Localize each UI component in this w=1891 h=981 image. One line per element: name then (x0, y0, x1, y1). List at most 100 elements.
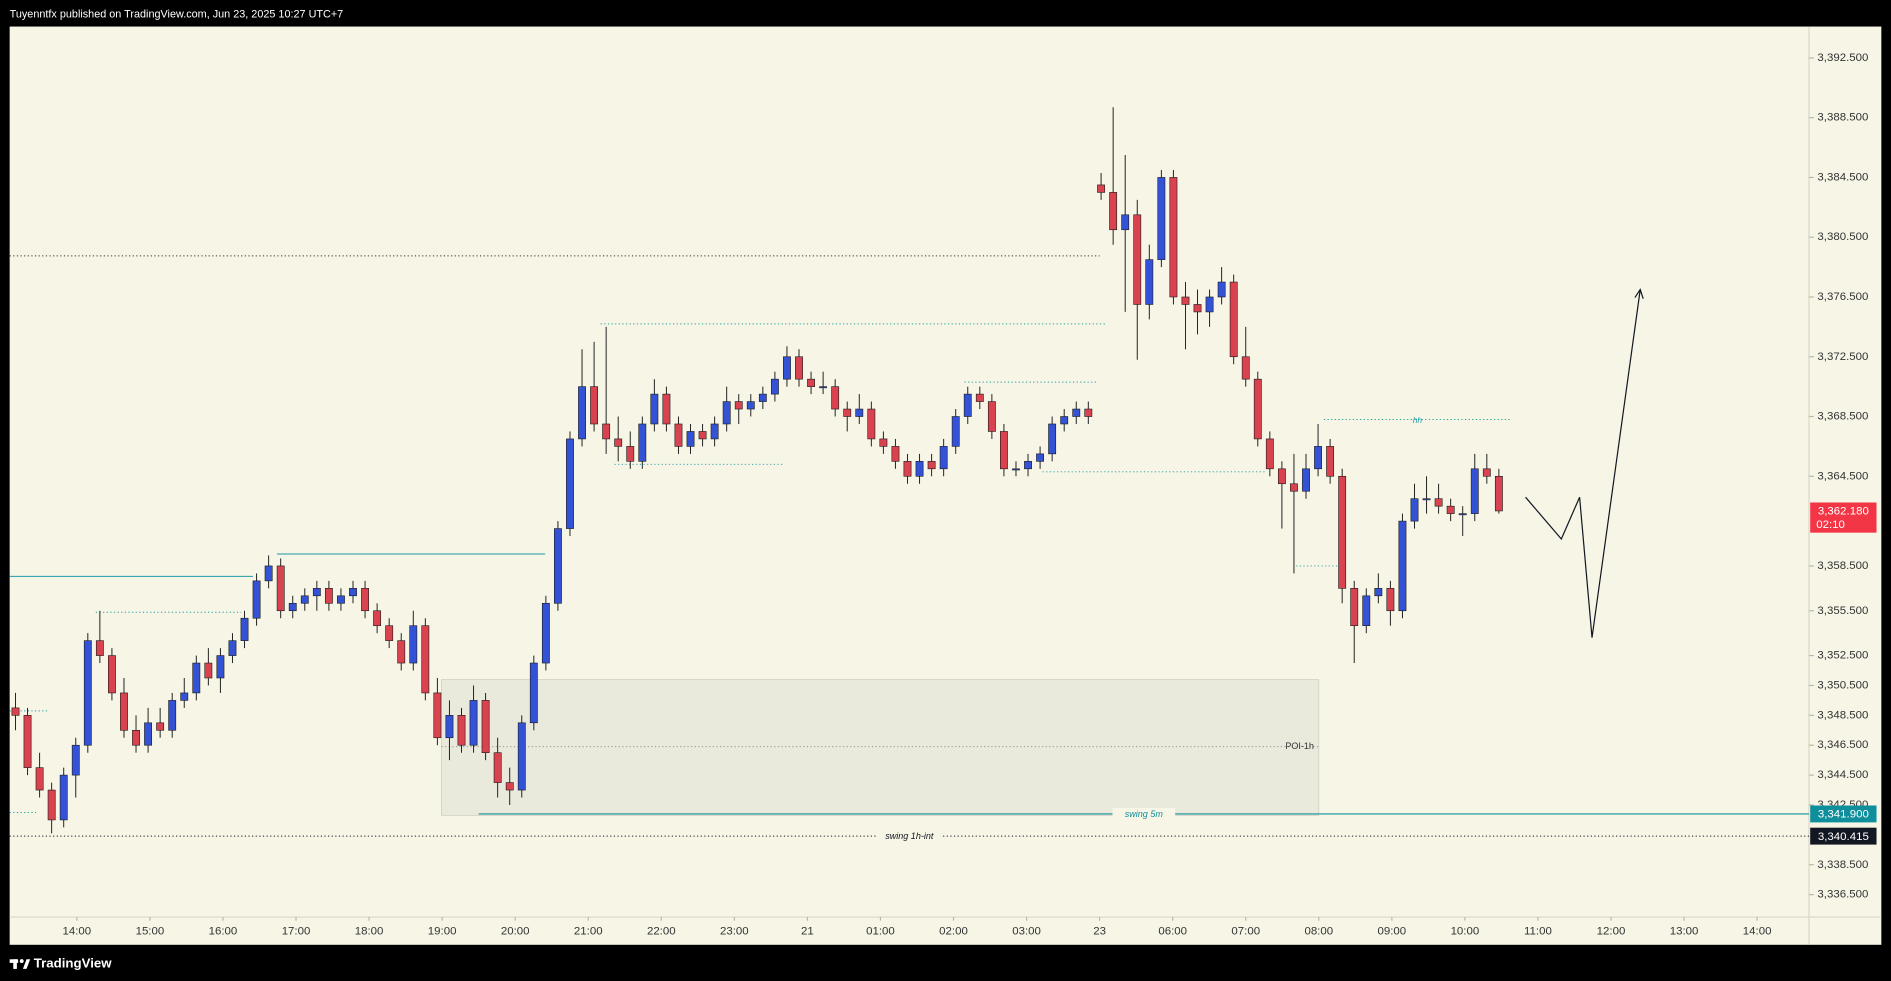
candle-body (1133, 214, 1142, 305)
candles (11, 107, 1503, 834)
candle-body (168, 700, 177, 731)
candle-body (819, 386, 828, 389)
candle-body (1145, 259, 1154, 305)
last-price-label: 3,362.180 (1818, 506, 1869, 518)
candle-body (770, 378, 779, 395)
candle-body (228, 640, 237, 656)
footer-logo (9, 959, 31, 969)
candle-body (590, 386, 599, 425)
candle-body (1121, 214, 1130, 231)
candle-body (457, 715, 466, 746)
candle-body (1157, 177, 1166, 260)
candle-body (1012, 468, 1020, 471)
candle-body (1277, 468, 1286, 485)
candle-body (1386, 588, 1395, 612)
x-tick-label: 19:00 (428, 926, 457, 938)
last-price-badge (1810, 502, 1877, 533)
candle-body (554, 528, 562, 604)
candle-body (1398, 520, 1407, 612)
y-tick-label: 3,376.500 (1817, 291, 1868, 303)
x-tick-label: 21 (801, 926, 814, 938)
candle-body (722, 401, 731, 425)
candle-body (903, 461, 912, 477)
x-tick-label: 10:00 (1451, 926, 1480, 938)
candle-body (1410, 498, 1419, 522)
poi-label: POI-1h (1285, 741, 1314, 751)
candle-body (1350, 588, 1359, 626)
y-tick-label: 3,384.500 (1817, 171, 1868, 183)
y-tick-label: 3,380.500 (1817, 231, 1868, 243)
candle-body (264, 565, 273, 582)
x-tick-label: 21:00 (574, 926, 603, 938)
x-tick-label: 23 (1093, 926, 1106, 938)
level-text: swing 5m (1125, 809, 1164, 819)
x-tick-label: 09:00 (1378, 926, 1407, 938)
candle-body (1060, 416, 1069, 425)
y-tick-label: 3,372.500 (1817, 351, 1868, 363)
countdown: 02:10 (1816, 519, 1845, 531)
candle-body (240, 617, 249, 641)
x-tick-label: 14:00 (63, 926, 92, 938)
candle-body (1036, 453, 1045, 462)
candle-body (975, 393, 984, 402)
candle-body (1241, 356, 1250, 380)
candle-body (276, 565, 285, 612)
y-tick-label: 3,344.500 (1817, 769, 1868, 781)
candle-body (710, 423, 719, 440)
candle-body (192, 662, 201, 694)
header-title: Tuyenntfx published on TradingView.com, … (10, 8, 344, 20)
candle-body (855, 408, 864, 417)
level-text-bg (877, 830, 941, 843)
candle-body (433, 692, 442, 739)
candle-body (1024, 461, 1032, 470)
price-badge (1810, 805, 1877, 823)
candle-body (481, 700, 490, 753)
x-tick-label: 18:00 (355, 926, 384, 938)
candle-body (1109, 192, 1118, 231)
candle-body (734, 401, 743, 410)
candle-body (638, 423, 647, 462)
candle-body (927, 461, 936, 470)
x-tick-label: 17:00 (282, 926, 311, 938)
candle-body (674, 423, 683, 447)
x-tick-label: 11:00 (1524, 926, 1552, 938)
level-text-bg (1112, 807, 1176, 820)
candle-body (783, 356, 791, 380)
candle-body (1253, 378, 1262, 440)
candle-body (300, 595, 309, 604)
candle-body (216, 655, 225, 679)
x-tick-label: 23:00 (720, 926, 749, 938)
candle-body (795, 356, 803, 380)
candle-body (156, 722, 165, 731)
x-tick-label: 08:00 (1304, 926, 1333, 938)
plot: POI-1h hh (9, 107, 1644, 834)
price-badge (1810, 827, 1877, 845)
y-tick-label: 3,368.500 (1817, 411, 1868, 423)
x-tick-label: 22:00 (647, 926, 676, 938)
candle-body (758, 393, 767, 402)
candle-body (939, 446, 948, 470)
candle-body (987, 401, 996, 432)
candle-body (1265, 438, 1274, 470)
candle-body (421, 625, 430, 694)
level-text: swing 1h-int (885, 831, 934, 841)
candle-body (1290, 483, 1298, 492)
candle-body (469, 700, 478, 746)
x-tick-label: 20:00 (501, 926, 530, 938)
candle-body (1338, 475, 1347, 589)
candle-body (915, 461, 924, 477)
x-tick-label: 03:00 (1012, 926, 1041, 938)
candle-body (1217, 281, 1226, 298)
candle-body (204, 662, 213, 679)
footer-brand: TradingView (34, 956, 112, 971)
candle-body (1446, 505, 1455, 514)
candle-body (867, 408, 876, 440)
candle-body (1193, 304, 1202, 313)
candle-body (517, 722, 526, 791)
candle-body (120, 692, 128, 731)
candle-body (1482, 468, 1491, 477)
candle-body (445, 715, 454, 739)
candle-body (686, 431, 695, 447)
candle-body (252, 580, 261, 619)
